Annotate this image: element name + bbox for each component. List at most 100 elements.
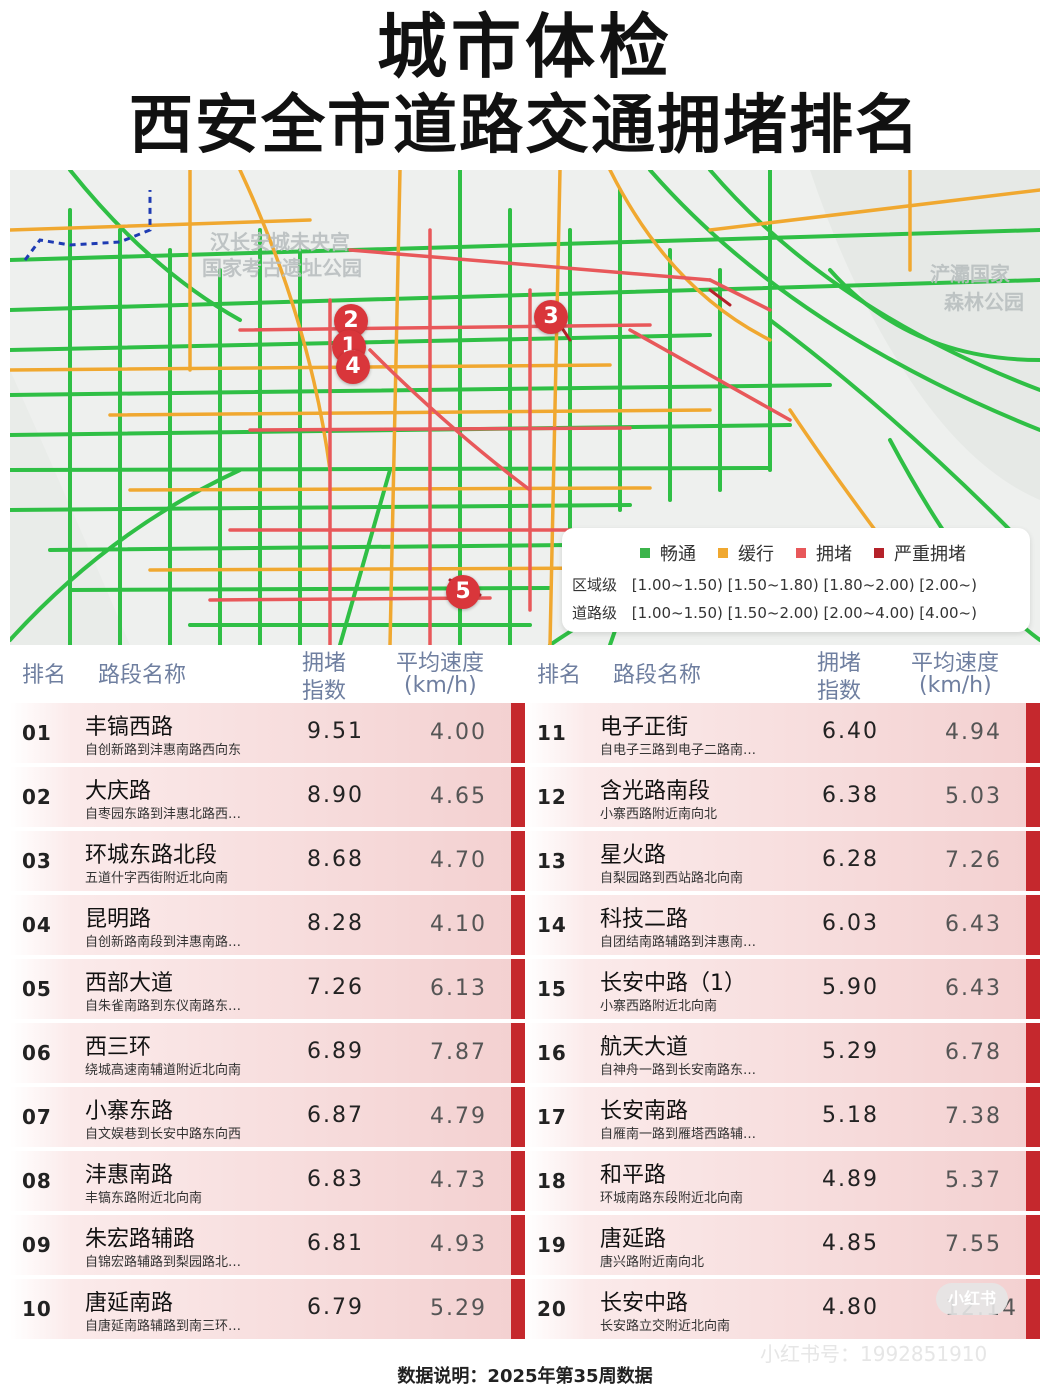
severity-bar xyxy=(1026,895,1040,955)
row-road-segment: 自朱雀南路到东仪南路东… xyxy=(85,999,242,1014)
row-road-segment: 五道什字西街附近北向南 xyxy=(85,871,229,886)
row-road-name: 星火路 xyxy=(600,843,667,868)
header-speed-line2: (km/h) xyxy=(404,673,477,698)
row-average-speed: 4.79 xyxy=(430,1104,487,1129)
table-row[interactable]: 02 大庆路 自枣园东路到沣惠北路西… 8.90 4.65 xyxy=(10,767,525,827)
table-row[interactable]: 16 航天大道 自神舟一路到长安南路东… 5.29 6.78 xyxy=(525,1023,1040,1083)
legend-road-ranges: [1.00~1.50) [1.50~2.00) [2.00~4.00) [4.0… xyxy=(631,604,977,622)
row-rank: 10 xyxy=(22,1297,52,1321)
row-average-speed: 5.37 xyxy=(945,1168,1002,1193)
header-index-line1: 拥堵 xyxy=(302,651,347,676)
row-congestion-index: 9.51 xyxy=(307,719,364,744)
ranking-table-left: 排名 路段名称 拥堵 指数 平均速度 (km/h) 01 丰镐西路 自创新路到沣惠南… xyxy=(10,645,525,1343)
table-row[interactable]: 19 唐延路 唐兴路附近南向北 4.85 7.55 xyxy=(525,1215,1040,1275)
severity-bar xyxy=(1026,1087,1040,1147)
table-header: 排名 路段名称 拥堵 指数 平均速度 (km/h) xyxy=(525,645,1040,704)
map-marker-4[interactable]: 4 xyxy=(336,350,370,384)
header-speed-line1: 平均速度 xyxy=(911,651,1000,676)
table-row[interactable]: 10 唐延南路 自唐延南路辅路到南三环… 6.79 5.29 xyxy=(10,1279,525,1339)
row-average-speed: 4.73 xyxy=(430,1168,487,1193)
legend-region-label: 区域级 xyxy=(572,576,618,594)
row-rank: 06 xyxy=(22,1041,52,1065)
table-row[interactable]: 08 沣惠南路 丰镐东路附近北向南 6.83 4.73 xyxy=(10,1151,525,1211)
severity-bar xyxy=(1026,1151,1040,1211)
page-subtitle: 西安全市道路交通拥堵排名 xyxy=(129,89,921,163)
row-congestion-index: 6.28 xyxy=(822,847,879,872)
row-congestion-index: 5.18 xyxy=(822,1103,879,1128)
table-row[interactable]: 07 小寨东路 自文娱巷到长安中路东向西 6.87 4.79 xyxy=(10,1087,525,1147)
table-row[interactable]: 06 西三环 绕城高速南辅道附近北向南 6.89 7.87 xyxy=(10,1023,525,1083)
row-road-segment: 自唐延南路辅路到南三环… xyxy=(85,1319,242,1334)
row-road-name: 环城东路北段 xyxy=(85,843,218,868)
map-marker-5[interactable]: 5 xyxy=(446,575,480,609)
row-road-name: 长安中路（1） xyxy=(600,971,746,996)
legend-item-congested: 拥堵 xyxy=(796,540,852,566)
map-legend: 畅通 缓行 拥堵 严重拥堵 区域级 [1.00~1.50) [1.50~1.80… xyxy=(562,528,1030,632)
severity-bar xyxy=(511,959,525,1019)
row-road-name: 小寨东路 xyxy=(85,1099,174,1124)
legend-item-severe: 严重拥堵 xyxy=(874,540,966,566)
row-road-name: 朱宏路辅路 xyxy=(85,1227,196,1252)
legend-road-label: 道路级 xyxy=(572,604,618,622)
table-row[interactable]: 15 长安中路（1） 小寨西路附近北向南 5.90 6.43 xyxy=(525,959,1040,1019)
row-road-segment: 自枣园东路到沣惠北路西… xyxy=(85,807,242,822)
row-rank: 02 xyxy=(22,785,52,809)
table-row[interactable]: 04 昆明路 自创新路南段到沣惠南路… 8.28 4.10 xyxy=(10,895,525,955)
map-label-archaeology-park: 国家考古遗址公园 xyxy=(202,256,362,280)
header-index-line2: 指数 xyxy=(302,679,347,704)
row-road-segment: 自电子三路到电子二路南… xyxy=(600,743,757,758)
row-average-speed: 4.00 xyxy=(430,720,487,745)
row-road-segment: 自锦宏路辅路到梨园路北… xyxy=(85,1255,242,1270)
watermark: 小红书号：1992851910 xyxy=(760,1342,988,1366)
table-row[interactable]: 13 星火路 自梨园路到西站路北向南 6.28 7.26 xyxy=(525,831,1040,891)
row-road-name: 航天大道 xyxy=(600,1035,689,1060)
table-row[interactable]: 05 西部大道 自朱雀南路到东仪南路东… 7.26 6.13 xyxy=(10,959,525,1019)
legend-items: 畅通 缓行 拥堵 严重拥堵 xyxy=(640,540,966,566)
row-road-segment: 自神舟一路到长安南路东… xyxy=(600,1063,757,1078)
row-average-speed: 7.38 xyxy=(945,1104,1002,1129)
row-rank: 01 xyxy=(22,721,52,745)
row-road-name: 西部大道 xyxy=(85,971,174,996)
map-marker-3[interactable]: 3 xyxy=(534,300,568,334)
traffic-map[interactable]: 汉长安城未央宫 国家考古遗址公园 浐灞国家 森林公园 2 1 4 3 5 xyxy=(10,170,1040,645)
row-congestion-index: 6.79 xyxy=(307,1295,364,1320)
table-row[interactable]: 17 长安南路 自雁南一路到雁塔西路辅… 5.18 7.38 xyxy=(525,1087,1040,1147)
table-row[interactable]: 03 环城东路北段 五道什字西街附近北向南 8.68 4.70 xyxy=(10,831,525,891)
row-road-name: 长安中路 xyxy=(600,1291,689,1316)
row-congestion-index: 6.03 xyxy=(822,911,879,936)
severity-bar xyxy=(511,767,525,827)
row-congestion-index: 8.90 xyxy=(307,783,364,808)
map-label-chanba-1: 浐灞国家 xyxy=(930,262,1010,286)
header-index-line2: 指数 xyxy=(817,679,862,704)
table-body: 11 电子正街 自电子三路到电子二路南… 6.40 4.94 12 含光路南段 小寨西路附近南… xyxy=(525,703,1040,1339)
map-label-chanba-2: 森林公园 xyxy=(944,290,1024,314)
row-road-name: 沣惠南路 xyxy=(85,1163,174,1188)
severity-bar xyxy=(511,1215,525,1275)
table-header: 排名 路段名称 拥堵 指数 平均速度 (km/h) xyxy=(10,645,525,704)
row-congestion-index: 4.85 xyxy=(822,1231,879,1256)
row-road-segment: 小寨西路附近北向南 xyxy=(600,999,718,1014)
legend-region-ranges: [1.00~1.50) [1.50~1.80) [1.80~2.00) [2.0… xyxy=(631,576,977,594)
row-road-segment: 绕城高速南辅道附近北向南 xyxy=(85,1063,242,1078)
legend-road-row: 道路级 [1.00~1.50) [1.50~2.00) [2.00~4.00) … xyxy=(572,602,977,623)
row-congestion-index: 6.87 xyxy=(307,1103,364,1128)
table-row[interactable]: 01 丰镐西路 自创新路到沣惠南路西向东 9.51 4.00 xyxy=(10,703,525,763)
legend-region-row: 区域级 [1.00~1.50) [1.50~1.80) [1.80~2.00) … xyxy=(572,574,977,595)
table-row[interactable]: 12 含光路南段 小寨西路附近南向北 6.38 5.03 xyxy=(525,767,1040,827)
table-row[interactable]: 11 电子正街 自电子三路到电子二路南… 6.40 4.94 xyxy=(525,703,1040,763)
table-row[interactable]: 18 和平路 环城南路东段附近北向南 4.89 5.37 xyxy=(525,1151,1040,1211)
severity-bar xyxy=(1026,1215,1040,1275)
table-row[interactable]: 09 朱宏路辅路 自锦宏路辅路到梨园路北… 6.81 4.93 xyxy=(10,1215,525,1275)
row-average-speed: 4.70 xyxy=(430,848,487,873)
row-congestion-index: 6.89 xyxy=(307,1039,364,1064)
severity-bar xyxy=(511,1087,525,1147)
header-rank: 排名 xyxy=(22,663,67,688)
severity-bar xyxy=(1026,1023,1040,1083)
row-average-speed: 4.10 xyxy=(430,912,487,937)
header-name: 路段名称 xyxy=(613,663,702,688)
legend-swatch-icon xyxy=(796,548,806,558)
row-average-speed: 6.43 xyxy=(945,912,1002,937)
row-road-segment: 自团结南路辅路到沣惠南… xyxy=(600,935,757,950)
severity-bar xyxy=(1026,831,1040,891)
table-row[interactable]: 14 科技二路 自团结南路辅路到沣惠南… 6.03 6.43 xyxy=(525,895,1040,955)
